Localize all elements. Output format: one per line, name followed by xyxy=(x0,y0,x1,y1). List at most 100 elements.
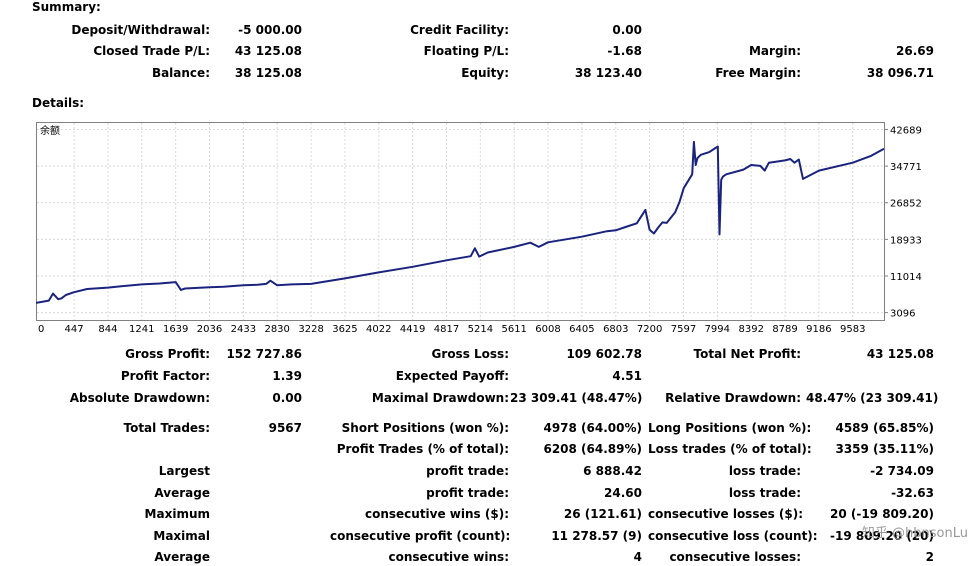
maximal-label: Maximal xyxy=(153,529,210,543)
balance-label: Balance: xyxy=(151,66,210,80)
margin-value: 26.69 xyxy=(896,44,934,58)
x-tick-label: 1639 xyxy=(163,324,188,334)
avg-consecutive-wins-value: 4 xyxy=(633,550,642,564)
x-tick-label: 3625 xyxy=(332,324,357,334)
x-tick-label: 6405 xyxy=(569,324,594,334)
loss-trades-label: Loss trades (% of total): xyxy=(648,442,812,456)
long-positions-value: 4589 (65.85%) xyxy=(835,421,934,435)
largest-loss-label: loss trade: xyxy=(728,464,801,478)
relative-drawdown-label: Relative Drawdown: xyxy=(665,391,801,405)
details-heading: Details: xyxy=(32,96,85,110)
free-margin-value: 38 096.71 xyxy=(866,66,934,80)
x-tick-label: 8789 xyxy=(772,324,797,334)
loss-trades-value: 3359 (35.11%) xyxy=(835,442,934,456)
largest-loss-value: -2 734.09 xyxy=(870,464,934,478)
profit-factor-value: 1.39 xyxy=(272,369,302,383)
max-consecutive-losses-value: 20 (-19 809.20) xyxy=(829,507,934,521)
avg-consecutive-losses-value: 2 xyxy=(925,550,934,564)
x-tick-label: 0 xyxy=(38,324,44,334)
maximal-consecutive-loss-label: consecutive loss (count): xyxy=(648,529,818,543)
free-margin-label: Free Margin: xyxy=(715,66,801,80)
y-tick-label: 26852 xyxy=(890,199,922,210)
y-tick-label: 34771 xyxy=(890,162,922,173)
x-tick-label: 2036 xyxy=(197,324,222,334)
maximal-consecutive-profit-value: 11 278.57 (9) xyxy=(551,529,642,543)
gross-profit-label: Gross Profit: xyxy=(125,347,210,361)
deposit-label: Deposit/Withdrawal: xyxy=(71,23,210,37)
largest-profit-label: profit trade: xyxy=(426,464,509,478)
total-trades-value: 9567 xyxy=(268,421,302,435)
closed-pl-value: 43 125.08 xyxy=(234,44,302,58)
short-positions-value: 4978 (64.00%) xyxy=(543,421,642,435)
expected-payoff-value: 4.51 xyxy=(612,369,642,383)
gross-loss-label: Gross Loss: xyxy=(431,347,509,361)
x-tick-label: 5214 xyxy=(468,324,493,334)
maximal-drawdown-value: 23 309.41 (48.47%) xyxy=(510,391,643,405)
average-loss-value: -32.63 xyxy=(891,486,934,500)
x-tick-label: 6008 xyxy=(535,324,560,334)
expected-payoff-label: Expected Payoff: xyxy=(395,369,509,383)
average-label: Average xyxy=(154,486,210,500)
avg-consecutive-wins-label: consecutive wins: xyxy=(388,550,509,564)
y-tick-label: 11014 xyxy=(890,272,922,283)
max-consecutive-wins-label: consecutive wins ($): xyxy=(364,507,509,521)
y-tick-label: 42689 xyxy=(890,125,922,136)
equity-label: Equity: xyxy=(461,66,509,80)
plot-area xyxy=(36,122,885,321)
max-consecutive-wins-value: 26 (121.61) xyxy=(563,507,642,521)
x-tick-label: 2830 xyxy=(264,324,289,334)
largest-label: Largest xyxy=(158,464,210,478)
total-trades-label: Total Trades: xyxy=(123,421,210,435)
x-tick-label: 844 xyxy=(98,324,117,334)
x-tick-label: 2433 xyxy=(231,324,256,334)
x-tick-label: 7994 xyxy=(705,324,730,334)
x-tick-label: 7200 xyxy=(637,324,662,334)
x-tick-label: 1241 xyxy=(129,324,154,334)
average-profit-value: 24.60 xyxy=(604,486,642,500)
profit-trades-value: 6208 (64.89%) xyxy=(543,442,642,456)
credit-label: Credit Facility: xyxy=(410,23,509,37)
absolute-drawdown-label: Absolute Drawdown: xyxy=(69,391,210,405)
maximum-label: Maximum xyxy=(144,507,210,521)
x-tick-label: 6803 xyxy=(603,324,628,334)
short-positions-label: Short Positions (won %): xyxy=(341,421,509,435)
x-tick-label: 4817 xyxy=(434,324,459,334)
y-tick-label: 18933 xyxy=(890,235,922,246)
avg-consecutive-losses-label: consecutive losses: xyxy=(669,550,801,564)
maximal-drawdown-label: Maximal Drawdown: xyxy=(371,391,509,405)
x-tick-label: 8392 xyxy=(738,324,763,334)
maximal-consecutive-loss-value: -19 809.20 (20) xyxy=(829,529,934,543)
x-tick-label: 7597 xyxy=(671,324,696,334)
average-loss-label: loss trade: xyxy=(728,486,801,500)
average-consecutive-label: Average xyxy=(154,550,210,564)
largest-profit-value: 6 888.42 xyxy=(583,464,642,478)
margin-label: Margin: xyxy=(748,44,801,58)
average-profit-label: profit trade: xyxy=(426,486,509,500)
balance-chart: 0 447 844 1241 1639 2036 2433 2830 3228 3625 4022 4… xyxy=(36,122,922,334)
profit-factor-label: Profit Factor: xyxy=(120,369,210,383)
absolute-drawdown-value: 0.00 xyxy=(272,391,302,405)
y-tick-label: 3096 xyxy=(890,309,915,320)
x-tick-label: 447 xyxy=(65,324,84,334)
balance-series-line xyxy=(36,140,885,304)
x-tick-label: 4022 xyxy=(366,324,391,334)
net-profit-value: 43 125.08 xyxy=(866,347,934,361)
closed-pl-label: Closed Trade P/L: xyxy=(93,44,210,58)
floating-pl-value: -1.68 xyxy=(607,44,642,58)
equity-value: 38 123.40 xyxy=(574,66,642,80)
summary-heading: Summary: xyxy=(32,0,101,14)
max-consecutive-losses-label: consecutive losses ($): xyxy=(648,507,804,521)
x-tick-label: 3228 xyxy=(298,324,323,334)
net-profit-label: Total Net Profit: xyxy=(693,347,801,361)
maximal-consecutive-profit-label: consecutive profit (count): xyxy=(330,529,511,543)
profit-trades-label: Profit Trades (% of total): xyxy=(336,442,509,456)
x-tick-label: 4419 xyxy=(400,324,425,334)
x-tick-label: 9186 xyxy=(806,324,831,334)
relative-drawdown-value: 48.47% (23 309.41) xyxy=(806,391,939,405)
floating-pl-label: Floating P/L: xyxy=(423,44,509,58)
chart-title: 余额 xyxy=(40,124,60,137)
balance-value: 38 125.08 xyxy=(234,66,302,80)
gross-loss-value: 109 602.78 xyxy=(566,347,642,361)
credit-value: 0.00 xyxy=(612,23,642,37)
x-tick-label: 5611 xyxy=(501,324,526,334)
